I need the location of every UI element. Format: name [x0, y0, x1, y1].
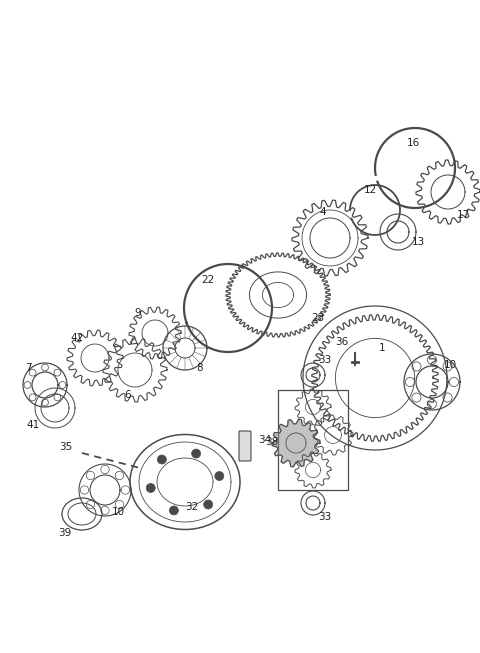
- Text: 38: 38: [265, 437, 278, 447]
- Text: 13: 13: [411, 237, 425, 247]
- Circle shape: [146, 483, 155, 492]
- Circle shape: [215, 471, 224, 481]
- Circle shape: [192, 449, 201, 458]
- Text: 10: 10: [111, 507, 125, 517]
- FancyBboxPatch shape: [239, 431, 251, 461]
- Text: 41: 41: [26, 420, 40, 430]
- Text: 9: 9: [135, 308, 141, 318]
- Text: 34: 34: [258, 435, 272, 445]
- Text: 8: 8: [197, 363, 204, 373]
- Text: 35: 35: [60, 442, 72, 452]
- Text: 1: 1: [379, 343, 385, 353]
- Text: 42: 42: [71, 333, 84, 343]
- Circle shape: [204, 500, 213, 509]
- Circle shape: [169, 506, 179, 515]
- Text: 16: 16: [407, 138, 420, 148]
- Text: 22: 22: [202, 275, 215, 285]
- Text: 33: 33: [318, 355, 332, 365]
- Text: 7: 7: [24, 363, 31, 373]
- Text: 10: 10: [444, 360, 456, 370]
- Text: 39: 39: [59, 528, 72, 538]
- Circle shape: [157, 455, 167, 464]
- Polygon shape: [272, 419, 320, 467]
- Text: 4: 4: [320, 207, 326, 217]
- Text: 36: 36: [336, 337, 348, 347]
- Text: 6: 6: [125, 390, 132, 400]
- Text: 33: 33: [318, 512, 332, 522]
- Text: 23: 23: [312, 313, 324, 323]
- Text: 17: 17: [456, 210, 469, 220]
- Text: 12: 12: [363, 185, 377, 195]
- Text: 32: 32: [185, 502, 199, 512]
